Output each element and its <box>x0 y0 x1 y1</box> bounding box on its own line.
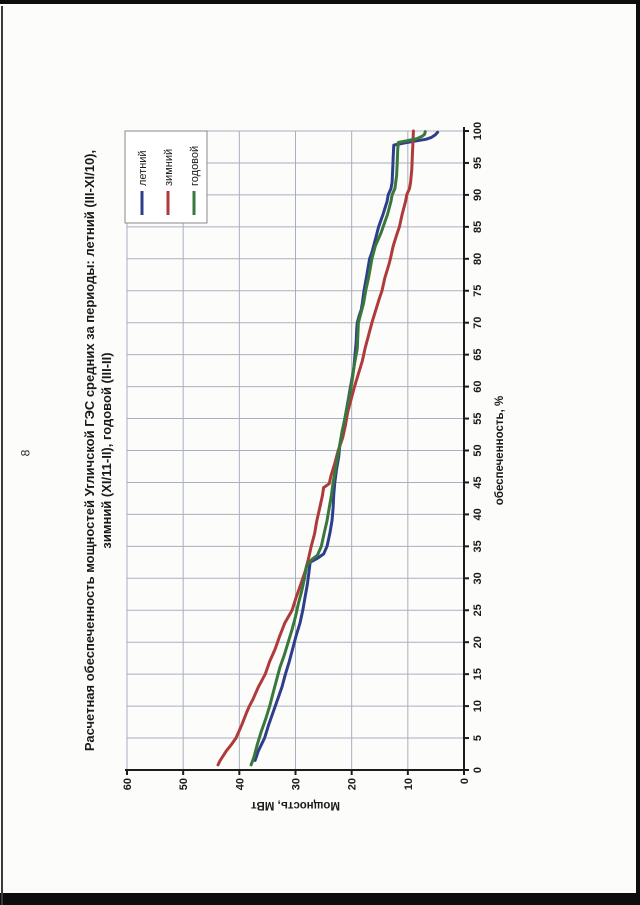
x-tick-label: 70 <box>472 317 484 329</box>
scan-edge-bottom <box>0 893 640 905</box>
legend-entry: зимний <box>163 149 175 215</box>
x-tick-label: 60 <box>472 380 484 392</box>
scan-edge-right <box>636 0 640 905</box>
chart-title-line2: зимний (XI/11-II), годовой (III-II) <box>99 352 114 548</box>
x-tick-label: 65 <box>472 349 484 361</box>
chart-title-line1: Расчетная обеспеченность мощностей Углич… <box>82 150 97 751</box>
x-tick-label: 75 <box>472 285 484 297</box>
legend-entry: летний <box>137 150 149 215</box>
legend-label: летний <box>137 150 149 186</box>
x-tick-label: 85 <box>472 221 484 233</box>
x-tick-label: 20 <box>472 636 484 648</box>
x-tick-label: 95 <box>472 157 484 169</box>
x-tick-label: 35 <box>472 540 484 552</box>
scan-edge-left <box>1 6 3 905</box>
scan-edge-top <box>0 0 640 4</box>
page-number: 8 <box>18 449 33 457</box>
x-tick-label: 55 <box>472 412 484 424</box>
x-tick-label: 10 <box>472 700 484 712</box>
x-tick-label: 90 <box>472 189 484 201</box>
x-axis-title: обеспеченность, % <box>494 396 506 505</box>
rotated-chart-container: 0 5 10 15 20 25 30 35 40 45 50 55 60 65 70 75 80 85 90 95 10… <box>77 115 517 815</box>
x-tick-label: 80 <box>472 253 484 265</box>
x-tick-label: 40 <box>472 508 484 520</box>
series-line-2 <box>249 130 427 767</box>
capacity-duration-chart: 0 5 10 15 20 25 30 35 40 45 50 55 60 65 70 75 80 85 90 95 10… <box>82 122 506 811</box>
y-axis-title: Мощность, МВт <box>251 799 340 811</box>
x-tick-label: 50 <box>472 444 484 456</box>
legend-label: годовой <box>189 146 201 186</box>
y-tick-label: 40 <box>234 778 246 790</box>
legend-label: зимний <box>163 149 175 186</box>
x-tick-label: 100 <box>472 122 484 140</box>
y-tick-label: 10 <box>403 778 415 790</box>
x-tick-label: 25 <box>472 604 484 616</box>
y-tick-label: 20 <box>347 778 359 790</box>
legend-entry: годовой <box>189 146 201 215</box>
x-tick-label: 5 <box>472 735 484 741</box>
x-tick-label: 30 <box>472 572 484 584</box>
x-tick-label: 0 <box>472 767 484 773</box>
y-tick-label: 60 <box>122 778 134 790</box>
y-tick-label: 30 <box>291 778 303 790</box>
x-tick-label: 15 <box>472 668 484 680</box>
y-tick-label: 50 <box>178 778 190 790</box>
legend-box <box>124 130 208 224</box>
y-tick-label: 0 <box>459 778 471 784</box>
x-tick-label: 45 <box>472 476 484 488</box>
